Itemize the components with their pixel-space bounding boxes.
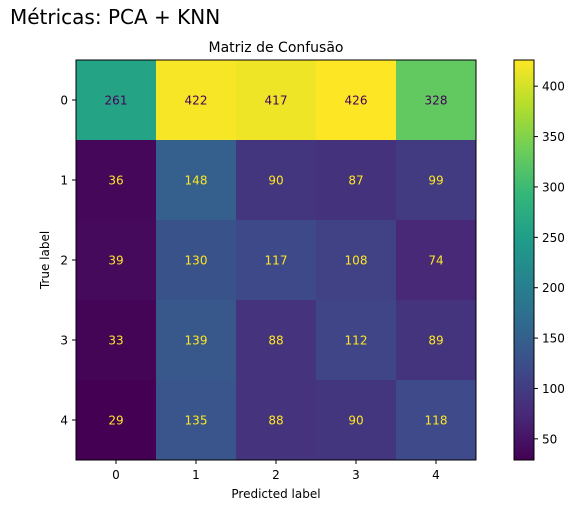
heatmap-cell xyxy=(156,380,237,461)
cell-value-label: 417 xyxy=(265,94,288,108)
figure-title: Métricas: PCA + KNN xyxy=(10,5,221,29)
heatmap-cells: 261 422 417 426 328 36 148 90 87 99 39 130 117 108 74 3… xyxy=(76,60,477,461)
heatmap-cell xyxy=(76,140,157,221)
cell-value-label: 33 xyxy=(108,334,123,348)
heatmap-cell xyxy=(396,60,477,141)
x-axis-label: Predicted label xyxy=(231,487,320,501)
cell-value-label: 426 xyxy=(345,94,368,108)
heatmap-cell xyxy=(76,60,157,141)
cell-value-label: 88 xyxy=(268,334,283,348)
heatmap-cell xyxy=(316,380,397,461)
heatmap-cell xyxy=(396,220,477,301)
y-axis-ticks: 0 1 2 3 4 xyxy=(60,94,76,428)
heatmap-cell xyxy=(396,140,477,221)
heatmap-cell xyxy=(156,220,237,301)
cell-value-label: 36 xyxy=(108,174,123,188)
cell-value-label: 139 xyxy=(185,334,208,348)
y-tick-label: 4 xyxy=(60,414,68,428)
colorbar-tick-label: 100 xyxy=(542,382,565,396)
heatmap-cell xyxy=(236,300,317,381)
heatmap-cell xyxy=(156,300,237,381)
cell-value-label: 108 xyxy=(345,254,368,268)
heatmap-cell xyxy=(396,380,477,461)
cell-value-label: 261 xyxy=(105,94,128,108)
cell-value-label: 148 xyxy=(185,174,208,188)
heatmap-cell xyxy=(236,60,317,141)
x-axis-ticks: 0 1 2 3 4 xyxy=(112,460,440,482)
heatmap-cell xyxy=(316,60,397,141)
cell-value-label: 135 xyxy=(185,414,208,428)
cell-value-label: 88 xyxy=(268,414,283,428)
chart-title: Matriz de Confusão xyxy=(209,40,344,56)
colorbar-tick-label: 50 xyxy=(542,432,557,446)
heatmap-cell xyxy=(316,220,397,301)
heatmap-cell xyxy=(76,380,157,461)
cell-value-label: 89 xyxy=(428,334,443,348)
colorbar-tick-label: 200 xyxy=(542,281,565,295)
y-tick-label: 3 xyxy=(60,334,68,348)
colorbar-tick-label: 150 xyxy=(542,332,565,346)
heatmap-cell xyxy=(316,140,397,221)
colorbar-tick-label: 300 xyxy=(542,180,565,194)
cell-value-label: 74 xyxy=(428,254,443,268)
cell-value-label: 29 xyxy=(108,414,123,428)
colorbar-tick-label: 350 xyxy=(542,130,565,144)
cell-value-label: 117 xyxy=(265,254,288,268)
heatmap-cell xyxy=(236,140,317,221)
cell-value-label: 90 xyxy=(348,414,363,428)
cell-value-label: 118 xyxy=(425,414,448,428)
y-tick-label: 0 xyxy=(60,94,68,108)
cell-value-label: 90 xyxy=(268,174,283,188)
heatmap-cell xyxy=(76,300,157,381)
cell-value-label: 39 xyxy=(108,254,123,268)
cell-value-label: 422 xyxy=(185,94,208,108)
y-tick-label: 1 xyxy=(60,174,68,188)
cell-value-label: 112 xyxy=(345,334,368,348)
cell-value-label: 99 xyxy=(428,174,443,188)
x-tick-label: 3 xyxy=(352,468,360,482)
colorbar-tick-label: 400 xyxy=(542,80,565,94)
heatmap-cell xyxy=(236,380,317,461)
heatmap-cell xyxy=(236,220,317,301)
colorbar-tick-label: 250 xyxy=(542,231,565,245)
colorbar xyxy=(513,59,535,461)
cell-value-label: 130 xyxy=(185,254,208,268)
heatmap-cell xyxy=(76,220,157,301)
colorbar-ticks: 50 100 150 200 250 300 350 400 xyxy=(534,80,565,446)
heatmap-cell xyxy=(156,140,237,221)
x-tick-label: 1 xyxy=(192,468,200,482)
x-tick-label: 0 xyxy=(112,468,120,482)
x-tick-label: 2 xyxy=(272,468,280,482)
y-tick-label: 2 xyxy=(60,254,68,268)
y-axis-label: True label xyxy=(38,231,52,290)
heatmap-cell xyxy=(396,300,477,381)
heatmap-cell xyxy=(156,60,237,141)
x-tick-label: 4 xyxy=(432,468,440,482)
cell-value-label: 328 xyxy=(425,94,448,108)
cell-value-label: 87 xyxy=(348,174,363,188)
heatmap-cell xyxy=(316,300,397,381)
